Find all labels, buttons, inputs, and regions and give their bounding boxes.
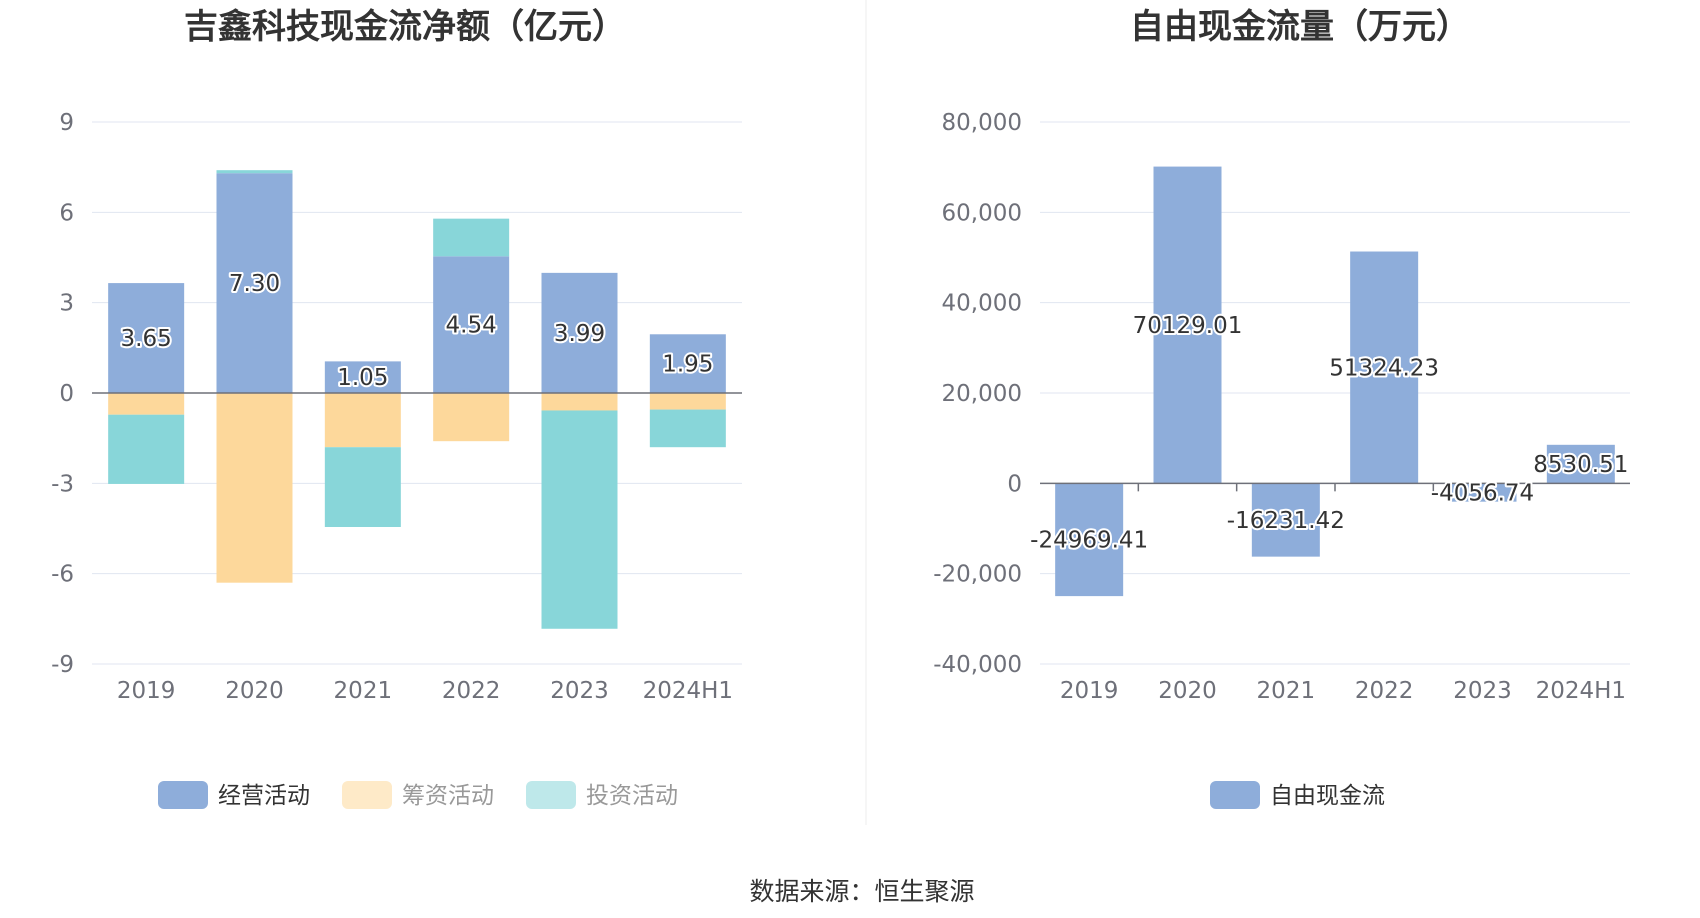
data-label: 8530.51 bbox=[1533, 452, 1628, 478]
legend-label: 自由现金流 bbox=[1270, 783, 1385, 809]
bar bbox=[433, 393, 510, 442]
chart-title: 自由现金流量（万元） bbox=[1130, 7, 1470, 47]
bar bbox=[541, 272, 618, 393]
legend: 经营活动 筹资活动 投资活动 bbox=[158, 781, 678, 809]
legend-label: 投资活动 bbox=[586, 783, 678, 809]
x-tick-label: 2020 bbox=[225, 678, 284, 704]
cashflow-net-chart: 吉鑫科技现金流净额（亿元） -9 -6 -3 0 3 6 9 2019 2020 2021 2022 2… bbox=[51, 7, 742, 809]
x-tick-label: 2022 bbox=[442, 678, 501, 704]
legend-label: 筹资活动 bbox=[402, 783, 494, 809]
bar bbox=[1448, 483, 1517, 502]
legend-swatch bbox=[526, 781, 576, 809]
bar bbox=[108, 393, 185, 415]
bar bbox=[108, 414, 185, 484]
data-label: 4.54 bbox=[446, 313, 497, 339]
bar bbox=[324, 361, 401, 393]
bar bbox=[649, 334, 726, 393]
y-tick-label: 80,000 bbox=[942, 110, 1022, 136]
data-label: -4056.74 bbox=[1431, 480, 1534, 506]
x-tick-label: 2023 bbox=[550, 678, 609, 704]
chart-title: 吉鑫科技现金流净额（亿元） bbox=[184, 7, 626, 47]
x-tick-label: 2019 bbox=[117, 678, 176, 704]
bar bbox=[216, 393, 293, 583]
legend-label: 经营活动 bbox=[218, 783, 310, 809]
x-tick-label: 2020 bbox=[1158, 678, 1217, 704]
y-tick-label: -9 bbox=[51, 652, 74, 678]
bar bbox=[649, 393, 726, 410]
x-tick-label: 2019 bbox=[1060, 678, 1119, 704]
y-tick-label: 6 bbox=[59, 200, 74, 226]
bar bbox=[1055, 483, 1124, 597]
bar bbox=[1153, 166, 1222, 484]
bar bbox=[324, 447, 401, 527]
y-tick-label: -40,000 bbox=[933, 652, 1022, 678]
x-tick-label: 2024H1 bbox=[643, 678, 733, 704]
data-label: 51324.23 bbox=[1329, 355, 1439, 381]
bar bbox=[1251, 483, 1320, 557]
data-label: -24969.41 bbox=[1030, 528, 1148, 554]
x-tick-label: 2021 bbox=[1257, 678, 1316, 704]
x-tick-label: 2024H1 bbox=[1536, 678, 1626, 704]
x-tick-label: 2021 bbox=[334, 678, 393, 704]
bar bbox=[216, 170, 293, 174]
x-tick-label: 2022 bbox=[1355, 678, 1414, 704]
bar bbox=[1546, 444, 1615, 484]
bar bbox=[649, 409, 726, 448]
y-tick-label: 9 bbox=[59, 110, 74, 136]
y-tick-label: 20,000 bbox=[942, 381, 1022, 407]
bar bbox=[216, 173, 293, 393]
bar bbox=[541, 410, 618, 629]
bar bbox=[541, 393, 618, 411]
data-label: 3.99 bbox=[554, 321, 605, 347]
y-tick-label: 0 bbox=[1007, 471, 1022, 497]
y-tick-label: 3 bbox=[59, 291, 74, 317]
bar bbox=[433, 218, 510, 257]
y-tick-label: -6 bbox=[51, 562, 74, 588]
bar bbox=[433, 256, 510, 393]
source-note: 数据来源：恒生聚源 bbox=[749, 877, 974, 906]
y-tick-label: -20,000 bbox=[933, 562, 1022, 588]
y-tick-label: 60,000 bbox=[942, 200, 1022, 226]
data-label: 1.95 bbox=[662, 352, 713, 378]
legend: 自由现金流 bbox=[1210, 781, 1385, 809]
data-label: -16231.42 bbox=[1227, 508, 1345, 534]
data-label: 1.05 bbox=[337, 365, 388, 391]
data-label: 7.30 bbox=[229, 271, 280, 297]
bar bbox=[324, 393, 401, 448]
data-label: 70129.01 bbox=[1133, 313, 1243, 339]
legend-swatch bbox=[158, 781, 208, 809]
bar bbox=[1350, 251, 1419, 484]
legend-swatch bbox=[1210, 781, 1260, 809]
x-tick-label: 2023 bbox=[1453, 678, 1512, 704]
y-tick-label: 0 bbox=[59, 381, 74, 407]
data-label: 3.65 bbox=[121, 326, 172, 352]
y-tick-label: -3 bbox=[51, 471, 74, 497]
legend-swatch bbox=[342, 781, 392, 809]
y-tick-label: 40,000 bbox=[942, 291, 1022, 317]
free-cashflow-chart: 自由现金流量（万元） -40,000 -20,000 0 20,000 40,000 60,… bbox=[933, 7, 1630, 809]
bar bbox=[108, 283, 185, 393]
